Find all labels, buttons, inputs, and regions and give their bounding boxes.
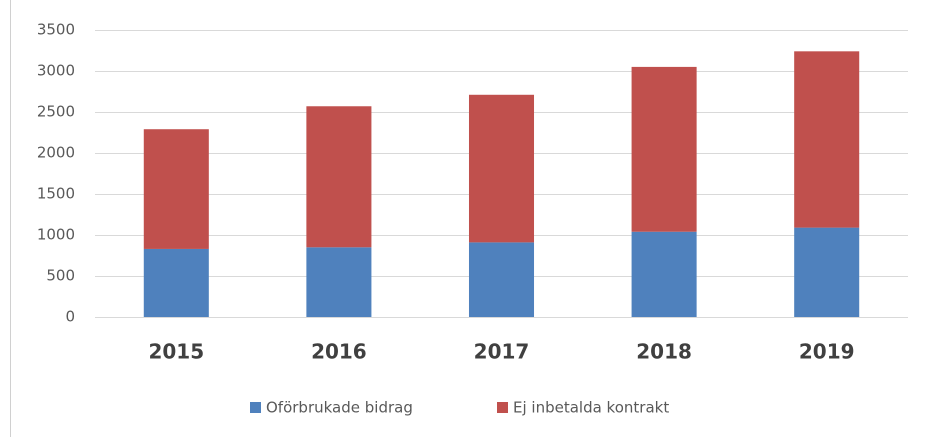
bar-segment (143, 248, 209, 317)
y-tick-label: 2500 (37, 103, 75, 121)
legend-swatch (497, 402, 508, 413)
legend-label: Ej inbetalda kontrakt (513, 399, 669, 417)
x-tick-label: 2018 (636, 340, 692, 364)
x-tick-label: 2019 (799, 340, 855, 364)
y-tick-label: 0 (65, 308, 75, 326)
y-tick-label: 1500 (37, 185, 75, 203)
bar-segment (468, 242, 535, 317)
x-tick-label: 2015 (148, 340, 204, 364)
bar-segment (468, 94, 535, 243)
bar-segment (794, 227, 860, 317)
y-tick-label: 3000 (37, 62, 75, 80)
y-tick-label: 500 (46, 267, 75, 285)
y-tick-label: 2000 (37, 144, 75, 162)
bar-segment (794, 51, 860, 228)
x-tick-label: 2016 (311, 340, 367, 364)
y-tick-label: 3500 (37, 21, 75, 39)
legend-swatch (250, 402, 261, 413)
bar-segment (143, 129, 209, 249)
x-tick-label: 2017 (474, 340, 530, 364)
bar-segment (631, 231, 697, 317)
y-tick-label: 1000 (37, 226, 75, 244)
bar-segment (306, 106, 372, 248)
bar-segment (306, 247, 372, 317)
bar-segment (631, 66, 697, 232)
legend-label: Oförbrukade bidrag (266, 399, 413, 417)
